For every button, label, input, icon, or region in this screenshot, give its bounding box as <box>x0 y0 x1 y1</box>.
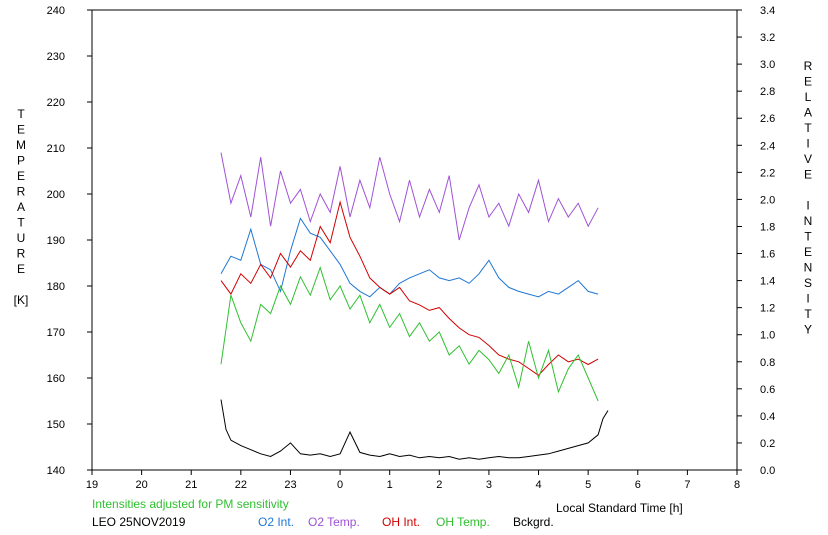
y-left-label-letter: E <box>17 262 25 276</box>
y-right-label-letter: T <box>804 307 812 321</box>
x-axis-label: Local Standard Time [h] <box>556 501 683 515</box>
y-right-tick-label: 2.6 <box>760 113 775 125</box>
y-right-tick-label: 1.6 <box>760 249 775 261</box>
y-left-label-letter: T <box>17 216 25 230</box>
y-left-tick-label: 160 <box>47 373 65 385</box>
x-tick-label: 4 <box>535 479 541 491</box>
y-right-label-letter: S <box>804 276 812 290</box>
y-left-label-letter: U <box>17 231 26 245</box>
y-left-tick-label: 230 <box>47 51 65 63</box>
y-right-tick-label: 0.2 <box>760 438 775 450</box>
x-tick-label: 2 <box>436 479 442 491</box>
y-left-label-letter: M <box>16 138 26 152</box>
legend-o2-temp: O2 Temp. <box>308 515 360 529</box>
x-tick-label: 7 <box>684 479 690 491</box>
series-line-oh-temp <box>220 266 599 402</box>
y-left-label-letter: R <box>17 185 26 199</box>
x-tick-label: 21 <box>185 479 197 491</box>
x-axis: 19 20 21 22 23 0 1 2 3 4 5 6 7 8 <box>86 470 740 491</box>
y-right-tick-label: 1.0 <box>760 330 775 342</box>
y-left-label-letter: R <box>17 247 26 261</box>
y-left-tick-label: 170 <box>47 327 65 339</box>
x-tick-label: 5 <box>585 479 591 491</box>
y-right-label-letter: N <box>804 214 813 228</box>
y-right-label-letter: N <box>804 261 813 275</box>
y-left-label-letter: A <box>17 200 25 214</box>
y-right-tick-label: 3.2 <box>760 32 775 44</box>
x-tick-label: 20 <box>135 479 147 491</box>
plot-frame <box>91 9 738 471</box>
y-right-tick-label: 0.6 <box>760 384 775 396</box>
y-right-label-letter: V <box>804 152 812 166</box>
y-left-tick-label: 180 <box>47 281 65 293</box>
series-line-bckgrd <box>220 399 609 460</box>
legend-oh-temp: OH Temp. <box>436 515 490 529</box>
series-layer <box>220 152 609 460</box>
x-tick-label: 23 <box>284 479 296 491</box>
series-line-o2-int <box>220 217 599 298</box>
y-right-tick-label: 2.2 <box>760 167 775 179</box>
y-left-tick-label: 150 <box>47 419 65 431</box>
y-right-tick-label: 0.0 <box>760 465 775 477</box>
y-left-label-letter: T <box>17 107 25 121</box>
footer-note: Intensities adjusted for PM sensitivity <box>92 497 289 511</box>
y-left-tick-label: 220 <box>47 97 65 109</box>
y-left-tick-label: 190 <box>47 235 65 247</box>
y-right-label-letter: I <box>806 292 809 306</box>
y-left-tick-label: 240 <box>47 5 65 17</box>
y-right-label-letter: E <box>804 75 812 89</box>
y-right-label-letter: I <box>806 199 809 213</box>
y-right-label-letter: E <box>804 245 812 259</box>
y-right-label-letter: A <box>804 106 812 120</box>
y-left-label-letter: E <box>17 169 25 183</box>
legend-oh-int: OH Int. <box>382 515 420 529</box>
y-left-tick-label: 140 <box>47 465 65 477</box>
x-tick-label: 19 <box>86 479 98 491</box>
y-right-tick-label: 1.2 <box>760 303 775 315</box>
x-tick-label: 1 <box>387 479 393 491</box>
legend-o2-int: O2 Int. <box>258 515 294 529</box>
y-right-tick-label: 3.0 <box>760 59 775 71</box>
x-tick-label: 3 <box>486 479 492 491</box>
y-left-label-letter: E <box>17 123 25 137</box>
y-right-tick-label: 1.8 <box>760 221 775 233</box>
y-left-tick-label: 210 <box>47 143 65 155</box>
x-tick-label: 6 <box>635 479 641 491</box>
legend-bckgrd: Bckgrd. <box>513 515 554 529</box>
series-line-oh-int <box>220 200 599 376</box>
y-right-label-letter: E <box>804 168 812 182</box>
y-right-tick-label: 2.8 <box>760 86 775 98</box>
x-tick-label: 22 <box>235 479 247 491</box>
y-right-tick-label: 1.4 <box>760 276 775 288</box>
y-right-tick-label: 0.8 <box>760 357 775 369</box>
x-tick-label: 0 <box>337 479 343 491</box>
y-right-label-letter: T <box>804 121 812 135</box>
y-right-label-letter: I <box>806 137 809 151</box>
y-right-label-letter: T <box>804 230 812 244</box>
y-right-tick-label: 2.4 <box>760 140 775 152</box>
y-right-tick-label: 0.4 <box>760 411 775 423</box>
y-right-label-letter: L <box>805 90 812 104</box>
y-right-label-letter: Y <box>804 323 812 337</box>
y-left-label-letter: [K] <box>14 293 29 307</box>
y-right-label-letter: R <box>804 59 813 73</box>
x-tick-label: 8 <box>734 479 740 491</box>
y-axis-left: 140 150 160 170 180 190 200 210 220 230 240 <box>47 5 92 477</box>
y-left-label-letter: P <box>17 154 25 168</box>
y-right-tick-label: 2.0 <box>760 194 775 206</box>
series-line-o2-temp <box>220 152 599 241</box>
y-right-tick-label: 3.4 <box>760 5 775 17</box>
station-date: LEO 25NOV2019 <box>92 515 186 529</box>
y-axis-right: 0.0 0.2 0.4 0.6 0.8 1.0 1.2 1.4 1.6 1.8 2.0 2.2 2.4 2… <box>737 5 775 477</box>
y-left-tick-label: 200 <box>47 189 65 201</box>
